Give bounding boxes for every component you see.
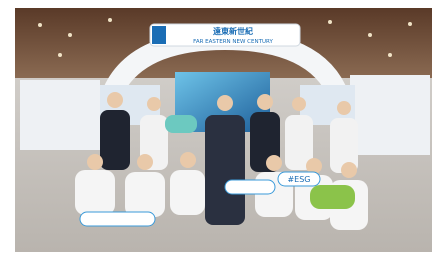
logo-chinese: 遠東新世紀 — [213, 26, 253, 36]
logo-brand: FAR EASTERN NEW CENTURY — [193, 39, 273, 45]
page: #ESG 遠東新世紀 FAR EASTERN NEW CENTURY (() =… — [0, 0, 447, 260]
sign-text: #ESG — [287, 175, 310, 184]
photo: #ESG 遠東新世紀 FAR EASTERN NEW CENTURY — [0, 0, 447, 260]
